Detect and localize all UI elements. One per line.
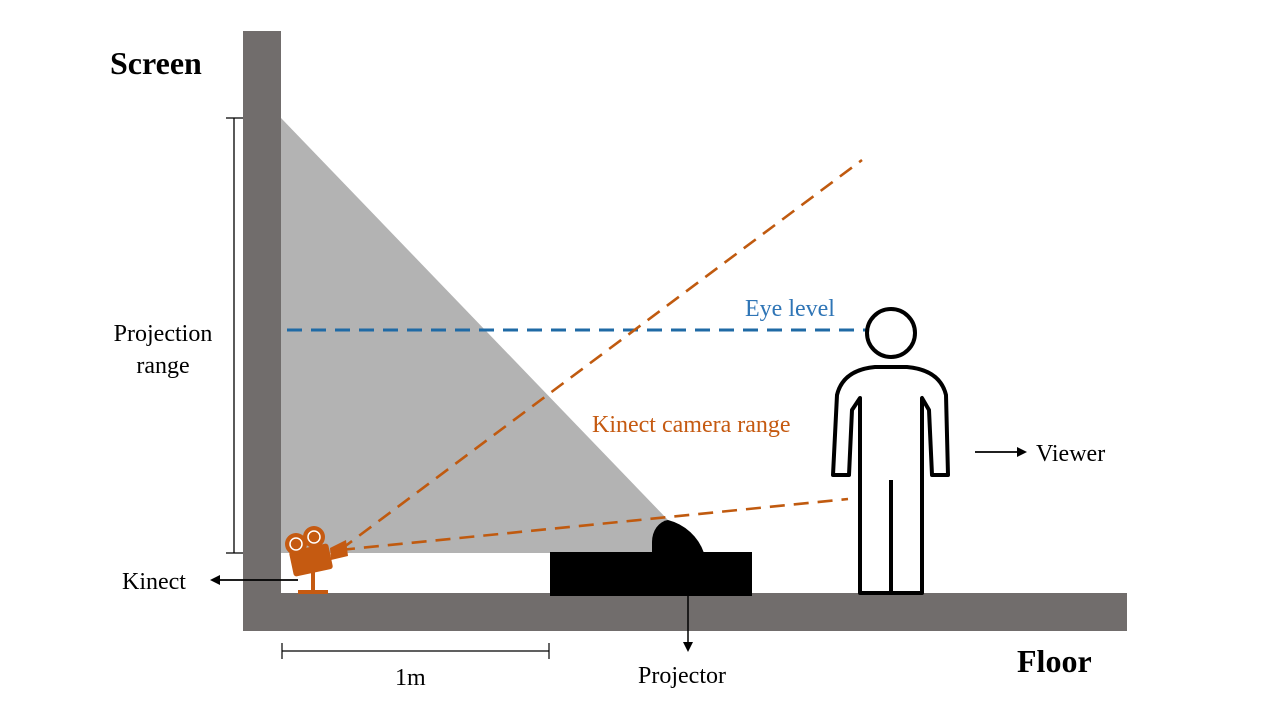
projection-range-bracket (226, 117, 243, 554)
viewer-person-icon (831, 307, 950, 595)
projector-arrow (683, 596, 693, 652)
screen-wall (243, 31, 281, 631)
projection-range-label-line1: Projection (114, 321, 213, 347)
projector-label: Projector (638, 663, 726, 689)
screen-label: Screen (110, 45, 202, 81)
projection-area (281, 118, 668, 553)
projection-range-label-line2: range (136, 353, 189, 379)
distance-bracket (281, 643, 550, 659)
eye-level-label: Eye level (745, 296, 835, 322)
kinect-arrow (210, 575, 298, 585)
distance-label: 1m (395, 665, 426, 691)
floor-label: Floor (1017, 643, 1092, 679)
projector-icon (550, 520, 752, 596)
kinect-camera-range-label: Kinect camera range (592, 412, 791, 438)
kinect-label: Kinect (122, 569, 186, 595)
viewer-arrow (975, 447, 1027, 457)
kinect-icon (285, 526, 348, 594)
kinect-camera-range-lines (339, 158, 863, 552)
floor (243, 593, 1127, 631)
viewer-label: Viewer (1036, 441, 1105, 467)
